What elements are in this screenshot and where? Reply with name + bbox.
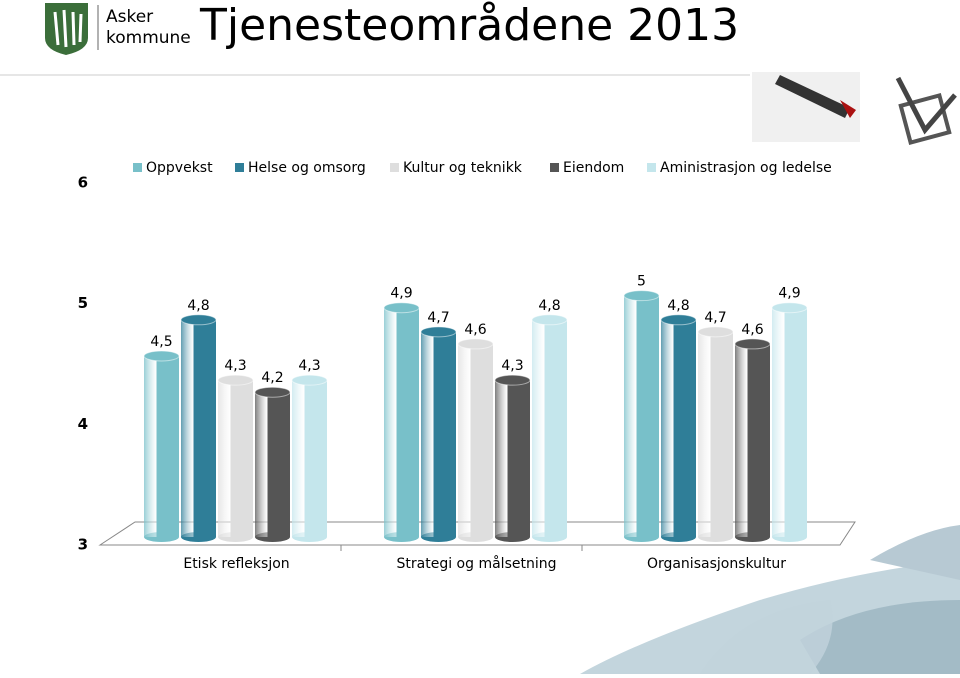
bar-top [623, 290, 660, 302]
bar-top [420, 326, 457, 338]
bar [292, 380, 327, 537]
value-label: 4,7 [704, 310, 726, 326]
y-tick-label: 6 [78, 174, 88, 192]
bar [661, 319, 696, 537]
bar [255, 392, 290, 537]
legend-label: Kultur og teknikk [403, 160, 523, 176]
legend-label: Helse og omsorg [248, 160, 366, 176]
bar-top [254, 386, 291, 398]
bar [458, 343, 493, 537]
value-label: 4,8 [187, 298, 209, 314]
bar-top [217, 374, 254, 386]
value-label: 4,6 [464, 322, 486, 338]
value-label: 4,9 [778, 286, 800, 302]
bar [421, 331, 456, 537]
bar-top [531, 314, 568, 326]
bar-top [383, 302, 420, 314]
bar [144, 356, 179, 537]
x-tick-label: Strategi og målsetning [397, 555, 557, 572]
value-label: 4,3 [298, 358, 320, 374]
x-tick-label: Etisk refleksjon [183, 556, 289, 572]
legend-swatch [235, 163, 244, 172]
legend-swatch [390, 163, 399, 172]
y-tick-label: 3 [78, 536, 88, 554]
bar [218, 380, 253, 537]
bar-top [734, 338, 771, 350]
bar-top [180, 314, 217, 326]
bar [532, 319, 567, 537]
bar [624, 295, 659, 537]
bar-top [660, 314, 697, 326]
logo-text: Asker [106, 7, 153, 27]
logo-text: kommune [106, 28, 191, 48]
decoration [580, 72, 960, 674]
legend-swatch [550, 163, 559, 172]
legend-swatch [133, 163, 142, 172]
value-label: 4,3 [501, 358, 523, 374]
value-label: 4,7 [427, 310, 449, 326]
bar [772, 307, 807, 537]
bar [698, 331, 733, 537]
y-tick-label: 5 [78, 294, 88, 312]
bar-top [291, 374, 328, 386]
value-label: 4,3 [224, 358, 246, 374]
value-label: 4,2 [261, 370, 283, 386]
bar-top [771, 302, 808, 314]
legend-label: Aministrasjon og ledelse [660, 160, 832, 176]
x-tick-label: Organisasjonskultur [647, 556, 786, 572]
value-label: 5 [637, 274, 646, 290]
legend-label: Oppvekst [146, 160, 213, 176]
logo: Asker kommune [45, 3, 191, 55]
bar [735, 343, 770, 537]
bar-top [494, 374, 531, 386]
slide-title: Tjenesteområdene 2013 [199, 0, 739, 51]
bar-top [697, 326, 734, 338]
bar [495, 380, 530, 537]
value-label: 4,5 [150, 334, 172, 350]
value-label: 4,6 [741, 322, 763, 338]
y-tick-label: 4 [78, 415, 88, 433]
legend-label: Eiendom [563, 160, 624, 176]
legend-swatch [647, 163, 656, 172]
value-label: 4,9 [390, 286, 412, 302]
bar [384, 307, 419, 537]
value-label: 4,8 [538, 298, 560, 314]
bar-top [457, 338, 494, 350]
value-label: 4,8 [667, 298, 689, 314]
bar-top [143, 350, 180, 362]
plot: 3 4 5 6 Oppvekst Helse og omsorg Kultur og tek… [78, 160, 832, 572]
bar [181, 319, 216, 537]
